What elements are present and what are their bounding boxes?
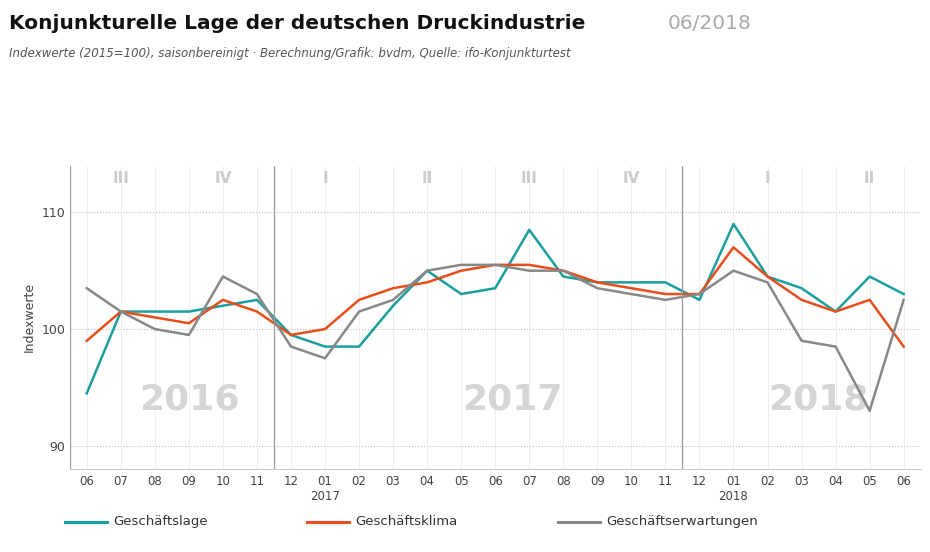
Y-axis label: Indexwerte: Indexwerte [23, 282, 36, 353]
Text: 2018: 2018 [719, 490, 749, 503]
Text: II: II [864, 172, 875, 187]
Text: III: III [521, 172, 538, 187]
Text: Geschäftslage: Geschäftslage [113, 515, 208, 528]
Text: 2018: 2018 [768, 383, 869, 417]
Text: II: II [421, 172, 432, 187]
Text: III: III [113, 172, 129, 187]
Text: 2017: 2017 [310, 490, 340, 503]
Text: I: I [322, 172, 328, 187]
Text: IV: IV [623, 172, 640, 187]
Text: 06/2018: 06/2018 [668, 14, 751, 33]
Text: IV: IV [214, 172, 232, 187]
Text: I: I [764, 172, 770, 187]
Text: Indexwerte (2015=100), saisonbereinigt · Berechnung/Grafik: bvdm, Quelle: ifo-Ko: Indexwerte (2015=100), saisonbereinigt ·… [9, 47, 571, 60]
Text: 2017: 2017 [462, 383, 563, 417]
Text: Geschäftsklima: Geschäftsklima [355, 515, 458, 528]
Text: Konjunkturelle Lage der deutschen Druckindustrie: Konjunkturelle Lage der deutschen Drucki… [9, 14, 586, 33]
Text: Geschäftserwartungen: Geschäftserwartungen [606, 515, 758, 528]
Text: 2016: 2016 [139, 383, 239, 417]
